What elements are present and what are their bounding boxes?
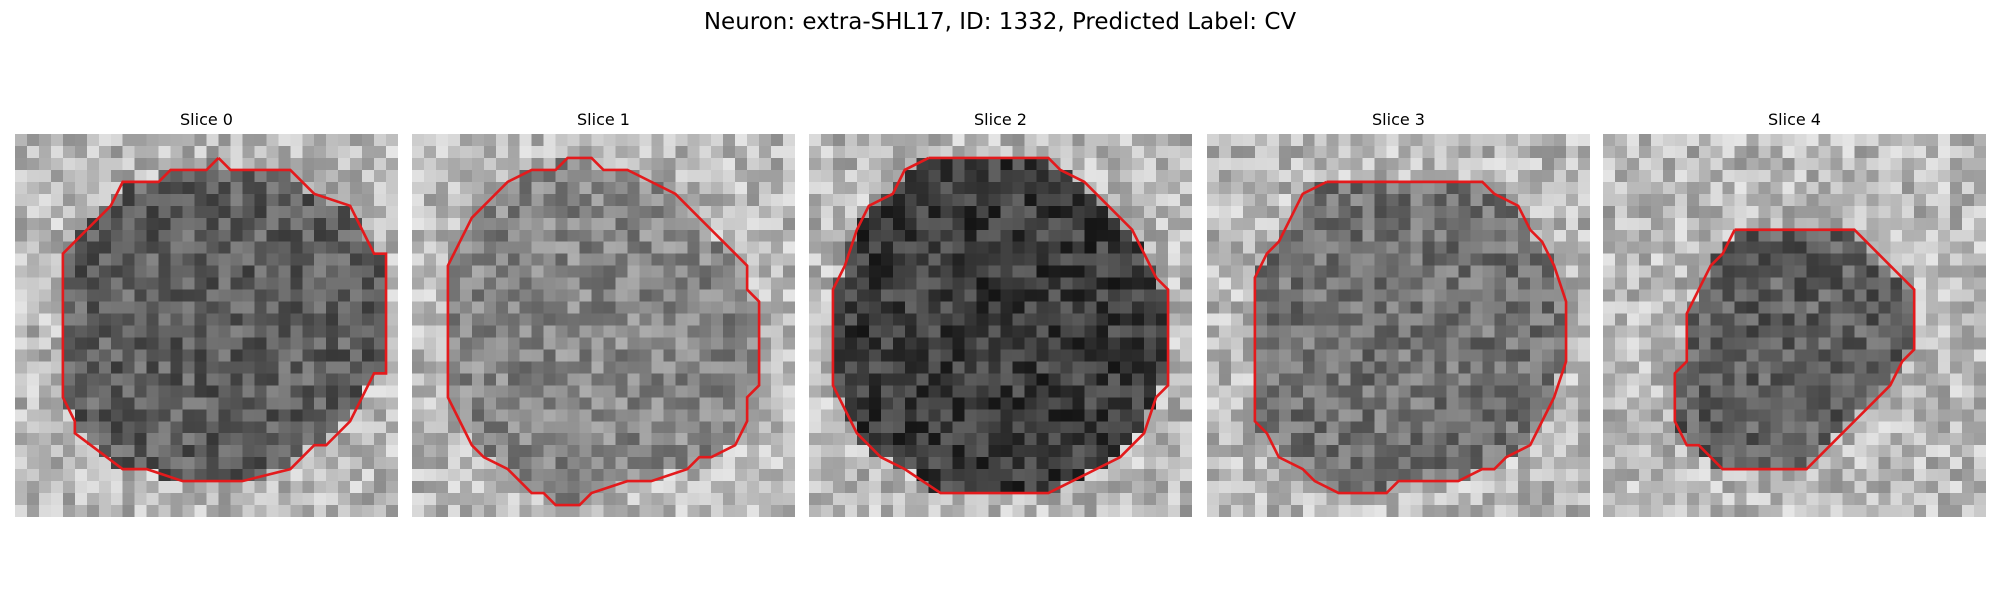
slice-image	[412, 134, 795, 517]
slice-panel-4: Slice 4	[1603, 110, 1986, 517]
figure-title: Neuron: extra-SHL17, ID: 1332, Predicted…	[703, 9, 1297, 35]
slice-title: Slice 3	[1372, 110, 1425, 129]
slice-title: Slice 2	[974, 110, 1027, 129]
slice-panel-1: Slice 1	[412, 110, 795, 517]
slice-panel-3: Slice 3	[1207, 110, 1590, 517]
slice-image	[1603, 134, 1986, 517]
slice-image	[15, 134, 398, 517]
slice-image	[809, 134, 1192, 517]
slice-title: Slice 1	[577, 110, 630, 129]
slice-title: Slice 4	[1768, 110, 1821, 129]
segmentation-contour	[446, 156, 761, 507]
slice-panel-0: Slice 0	[15, 110, 398, 517]
slice-image	[1207, 134, 1590, 517]
segmentation-contour	[1253, 180, 1568, 495]
segmentation-contour	[1673, 228, 1916, 471]
slice-panel-2: Slice 2	[809, 110, 1192, 517]
segmentation-contour	[61, 157, 388, 483]
slice-title: Slice 0	[180, 110, 233, 129]
segmentation-contour	[831, 156, 1170, 495]
